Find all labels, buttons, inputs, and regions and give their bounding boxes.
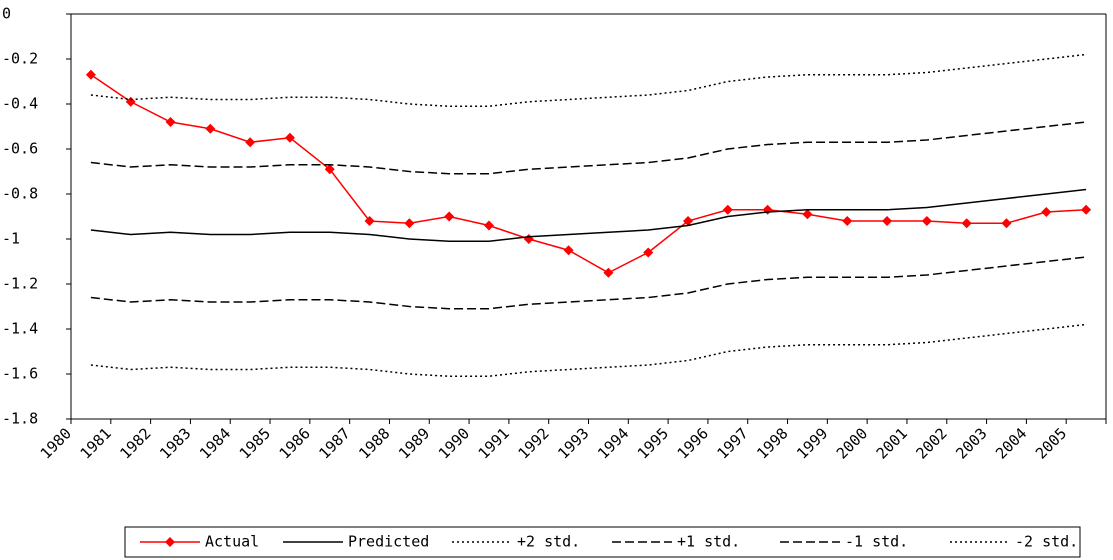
marker [563, 245, 574, 256]
marker [1041, 207, 1052, 217]
x-tick-label: 1999 [793, 424, 831, 462]
x-tick-label: 2001 [873, 424, 911, 462]
y-tick-label: -1.2 [2, 275, 38, 293]
marker [324, 164, 335, 175]
marker [444, 211, 455, 222]
x-tick-label: 1983 [156, 424, 194, 462]
x-tick-label: 2000 [833, 424, 871, 462]
marker [643, 247, 654, 258]
legend-box [124, 526, 1081, 558]
x-tick-label: 1994 [594, 424, 632, 462]
x-tick-label: 2002 [913, 424, 951, 462]
series-line [90, 53, 1087, 107]
x-tick-label: 1987 [315, 424, 353, 462]
marker [523, 234, 534, 244]
legend-marker [165, 537, 175, 547]
y-tick-label: -1.4 [2, 320, 38, 338]
x-tick-label: 1981 [77, 424, 115, 462]
marker [404, 218, 415, 229]
marker [125, 96, 136, 107]
y-tick-label: -1.6 [2, 365, 38, 383]
marker [85, 69, 96, 80]
marker [722, 204, 733, 215]
y-tick-label: -0.2 [2, 50, 38, 68]
legend-label: -1 std. [845, 533, 908, 551]
x-tick-label: 1988 [355, 424, 393, 462]
legend-label: Actual [205, 533, 259, 551]
marker [483, 220, 494, 231]
marker [205, 123, 216, 134]
x-tick-label: 1998 [753, 424, 791, 462]
x-tick-label: 1996 [674, 424, 712, 462]
x-tick-label: 1991 [475, 424, 513, 462]
marker [165, 117, 176, 127]
x-tick-label: 1986 [276, 424, 314, 462]
y-tick-label: 0 [2, 5, 11, 23]
x-tick-label: 1980 [37, 424, 75, 462]
x-tick-label: 1985 [236, 424, 274, 462]
marker [882, 216, 893, 226]
series-line [90, 121, 1087, 175]
x-tick-label: 2003 [952, 424, 990, 462]
x-tick-label: 1995 [634, 424, 672, 462]
marker [921, 216, 932, 226]
marker [842, 216, 853, 226]
y-tick-label: -0.6 [2, 140, 38, 158]
series-line [90, 188, 1087, 242]
y-tick-label: -0.8 [2, 185, 38, 203]
x-tick-label: 1990 [435, 424, 473, 462]
marker [1081, 204, 1092, 215]
legend-label: Predicted [348, 533, 429, 551]
x-tick-label: 1997 [713, 424, 751, 462]
marker [364, 216, 375, 226]
x-tick-label: 1982 [116, 424, 154, 462]
legend-label: -2 std. [1015, 533, 1078, 551]
marker [284, 132, 295, 143]
x-tick-label: 1984 [196, 424, 234, 462]
x-tick-label: 1993 [554, 424, 592, 462]
x-tick-label: 2005 [1032, 424, 1070, 462]
series-line [90, 74, 1087, 274]
legend-label: +2 std. [517, 533, 580, 551]
marker [245, 137, 256, 148]
x-tick-label: 1989 [395, 424, 433, 462]
y-tick-label: -1.8 [2, 410, 38, 428]
x-tick-label: 1992 [514, 424, 552, 462]
legend-label: +1 std. [677, 533, 740, 551]
y-tick-label: -0.4 [2, 95, 38, 113]
series-line [90, 323, 1087, 377]
marker [961, 218, 972, 229]
marker [603, 267, 614, 278]
marker [683, 216, 694, 226]
marker [802, 209, 813, 220]
marker [1001, 218, 1012, 229]
marker [762, 204, 773, 215]
y-tick-label: -1 [2, 230, 20, 248]
x-tick-label: 2004 [992, 424, 1030, 462]
series-line [90, 256, 1087, 310]
